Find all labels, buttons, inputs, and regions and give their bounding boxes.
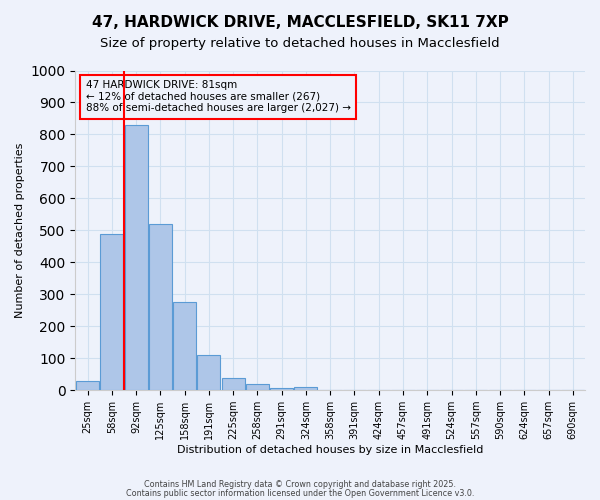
X-axis label: Distribution of detached houses by size in Macclesfield: Distribution of detached houses by size …	[177, 445, 484, 455]
Text: Contains HM Land Registry data © Crown copyright and database right 2025.: Contains HM Land Registry data © Crown c…	[144, 480, 456, 489]
Bar	[295, 387, 317, 390]
Bar	[173, 302, 196, 390]
Text: 47, HARDWICK DRIVE, MACCLESFIELD, SK11 7XP: 47, HARDWICK DRIVE, MACCLESFIELD, SK11 7…	[92, 15, 508, 30]
Bar	[197, 355, 220, 390]
Bar	[76, 380, 99, 390]
Text: Contains public sector information licensed under the Open Government Licence v3: Contains public sector information licen…	[126, 488, 474, 498]
Y-axis label: Number of detached properties: Number of detached properties	[15, 142, 25, 318]
Bar	[221, 378, 245, 390]
Bar	[125, 125, 148, 390]
Bar	[270, 388, 293, 390]
Text: Size of property relative to detached houses in Macclesfield: Size of property relative to detached ho…	[100, 38, 500, 51]
Bar	[100, 234, 124, 390]
Bar	[149, 224, 172, 390]
Bar	[246, 384, 269, 390]
Text: 47 HARDWICK DRIVE: 81sqm
← 12% of detached houses are smaller (267)
88% of semi-: 47 HARDWICK DRIVE: 81sqm ← 12% of detach…	[86, 80, 350, 114]
